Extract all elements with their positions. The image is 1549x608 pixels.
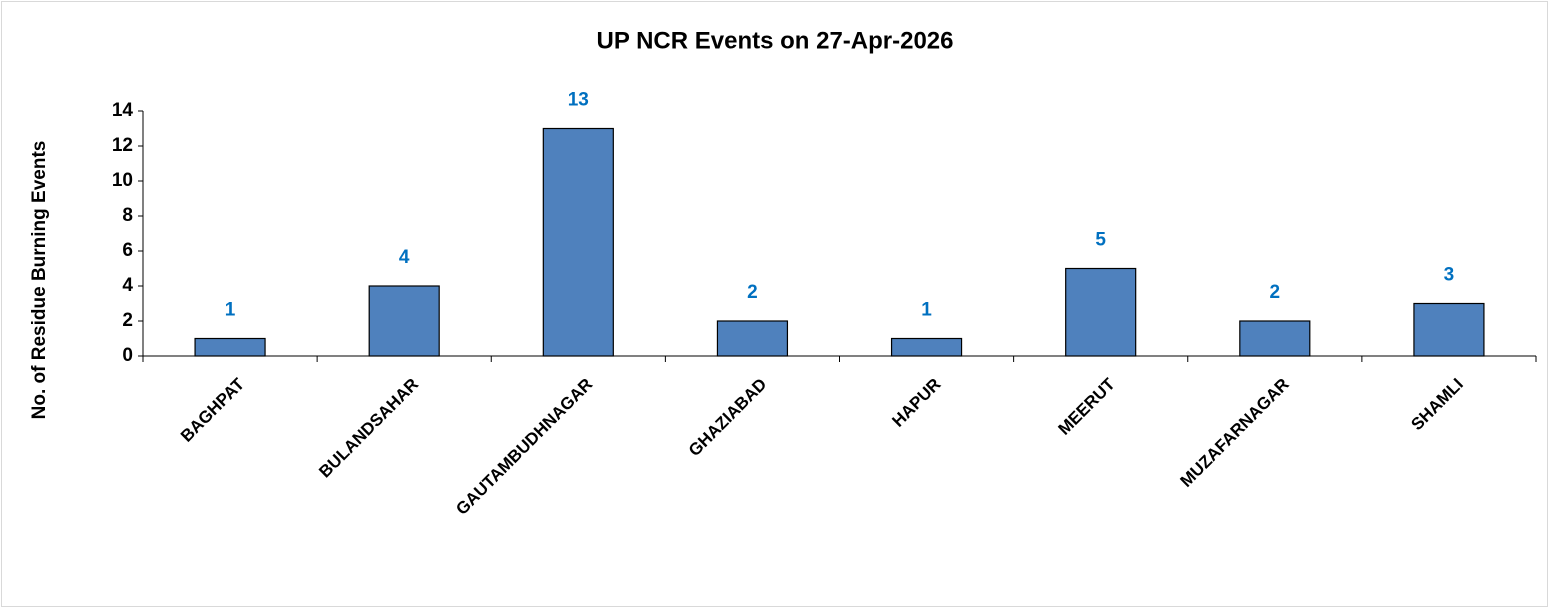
value-label: 2 bbox=[747, 282, 758, 303]
bar bbox=[1239, 320, 1311, 357]
bar bbox=[542, 127, 614, 357]
bar bbox=[716, 320, 789, 357]
y-tick-label: 2 bbox=[122, 310, 133, 331]
y-tick-label: 12 bbox=[112, 135, 133, 156]
bar bbox=[368, 285, 440, 357]
y-tick-label: 14 bbox=[112, 100, 134, 121]
value-label: 4 bbox=[399, 247, 410, 268]
bar bbox=[1065, 267, 1137, 357]
chart-title: UP NCR Events on 27-Apr-2026 bbox=[597, 27, 954, 54]
value-label: 13 bbox=[568, 90, 589, 111]
bar bbox=[1413, 302, 1485, 357]
y-tick-label: 6 bbox=[122, 240, 133, 261]
y-tick-label: 10 bbox=[112, 170, 133, 191]
value-label: 3 bbox=[1444, 265, 1455, 286]
y-tick-label: 4 bbox=[122, 275, 133, 296]
value-label: 5 bbox=[1095, 230, 1106, 251]
y-tick-label: 8 bbox=[122, 205, 133, 226]
bar bbox=[194, 337, 266, 357]
y-axis-label: No. of Residue Burning Events bbox=[29, 141, 50, 420]
value-label: 2 bbox=[1270, 282, 1281, 303]
value-label: 1 bbox=[225, 300, 236, 321]
bar bbox=[890, 337, 963, 357]
y-tick-label: 0 bbox=[122, 345, 133, 366]
value-label: 1 bbox=[921, 300, 932, 321]
